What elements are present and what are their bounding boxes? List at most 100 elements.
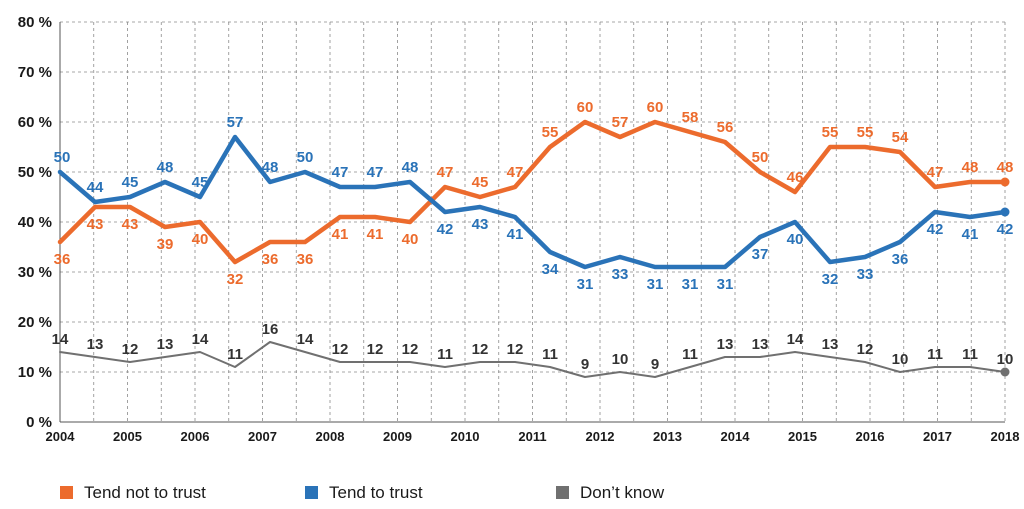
data-label: 44 bbox=[87, 179, 104, 196]
series-end-marker bbox=[1000, 367, 1010, 377]
data-label: 54 bbox=[892, 129, 909, 146]
data-label: 58 bbox=[682, 109, 699, 126]
data-label: 11 bbox=[542, 346, 558, 363]
data-label: 31 bbox=[717, 276, 734, 293]
data-label: 34 bbox=[542, 261, 559, 278]
x-tick-label: 2013 bbox=[653, 429, 682, 444]
data-label: 60 bbox=[647, 99, 664, 116]
data-label: 45 bbox=[192, 174, 209, 191]
data-label: 33 bbox=[857, 266, 874, 283]
data-label: 11 bbox=[437, 346, 453, 363]
x-tick-label: 2018 bbox=[991, 429, 1020, 444]
data-label: 60 bbox=[577, 99, 594, 116]
y-tick-label: 10 % bbox=[18, 364, 52, 381]
x-tick-label: 2004 bbox=[46, 429, 76, 444]
x-tick-label: 2005 bbox=[113, 429, 142, 444]
data-label: 31 bbox=[577, 276, 594, 293]
data-label: 42 bbox=[997, 221, 1014, 238]
data-label: 43 bbox=[472, 216, 489, 233]
data-label: 36 bbox=[297, 251, 314, 268]
data-label: 48 bbox=[402, 159, 419, 176]
x-tick-label: 2006 bbox=[181, 429, 210, 444]
data-label: 47 bbox=[332, 164, 349, 181]
y-tick-label: 0 % bbox=[26, 414, 52, 431]
data-label: 11 bbox=[227, 346, 243, 363]
data-label: 33 bbox=[612, 266, 629, 283]
data-label: 31 bbox=[647, 276, 664, 293]
data-label: 48 bbox=[157, 159, 174, 176]
data-label: 41 bbox=[332, 226, 349, 243]
data-label: 13 bbox=[87, 336, 104, 353]
data-labels: 36 50 14 43 44 13 43 45 12 39 48 13 40 45 14 32 57 11 36 48… bbox=[52, 99, 1014, 373]
data-label: 12 bbox=[122, 341, 139, 358]
data-label: 55 bbox=[822, 124, 839, 141]
data-label: 50 bbox=[752, 149, 769, 166]
x-tick-label: 2016 bbox=[856, 429, 885, 444]
data-label: 47 bbox=[507, 164, 524, 181]
data-label: 45 bbox=[122, 174, 139, 191]
data-label: 56 bbox=[717, 119, 734, 136]
data-label: 45 bbox=[472, 174, 489, 191]
data-label: 14 bbox=[192, 331, 209, 348]
series-end-marker bbox=[1000, 207, 1010, 217]
data-label: 57 bbox=[227, 114, 244, 131]
data-label: 42 bbox=[437, 221, 454, 238]
data-label: 48 bbox=[262, 159, 279, 176]
data-label: 11 bbox=[682, 346, 698, 363]
data-label: 50 bbox=[54, 149, 71, 166]
legend: Tend not to trust Tend to trust Don’t know bbox=[60, 483, 665, 502]
data-label: 47 bbox=[927, 164, 944, 181]
x-tick-label: 2015 bbox=[788, 429, 817, 444]
data-label: 48 bbox=[997, 159, 1014, 176]
data-label: 12 bbox=[332, 341, 349, 358]
data-label: 36 bbox=[54, 251, 71, 268]
data-label: 41 bbox=[962, 226, 979, 243]
legend-swatch bbox=[556, 486, 569, 499]
data-label: 55 bbox=[857, 124, 874, 141]
data-label: 13 bbox=[752, 336, 769, 353]
data-label: 32 bbox=[822, 271, 839, 288]
y-tick-label: 70 % bbox=[18, 64, 52, 81]
data-label: 11 bbox=[962, 346, 978, 363]
data-label: 32 bbox=[227, 271, 244, 288]
series-lines bbox=[57, 119, 1010, 378]
data-label: 9 bbox=[651, 356, 659, 373]
legend-label: Don’t know bbox=[580, 483, 665, 502]
legend-label: Tend not to trust bbox=[84, 483, 206, 502]
data-label: 12 bbox=[402, 341, 419, 358]
data-label: 50 bbox=[297, 149, 314, 166]
series-line bbox=[57, 134, 1008, 270]
data-label: 47 bbox=[367, 164, 384, 181]
data-label: 9 bbox=[581, 356, 589, 373]
data-label: 12 bbox=[367, 341, 384, 358]
y-tick-label: 30 % bbox=[18, 264, 52, 281]
x-tick-label: 2017 bbox=[923, 429, 952, 444]
y-tick-label: 20 % bbox=[18, 314, 52, 331]
data-label: 31 bbox=[682, 276, 699, 293]
data-label: 41 bbox=[507, 226, 524, 243]
x-tick-label: 2008 bbox=[316, 429, 345, 444]
data-label: 10 bbox=[892, 351, 909, 368]
data-label: 13 bbox=[157, 336, 174, 353]
data-label: 39 bbox=[157, 236, 174, 253]
y-tick-label: 50 % bbox=[18, 164, 52, 181]
legend-swatch bbox=[305, 486, 318, 499]
data-label: 11 bbox=[927, 346, 943, 363]
data-label: 36 bbox=[892, 251, 909, 268]
y-tick-label: 40 % bbox=[18, 214, 52, 231]
x-tick-label: 2009 bbox=[383, 429, 412, 444]
legend-label: Tend to trust bbox=[329, 483, 423, 502]
data-label: 57 bbox=[612, 114, 629, 131]
data-label: 13 bbox=[717, 336, 734, 353]
y-tick-label: 60 % bbox=[18, 114, 52, 131]
data-label: 48 bbox=[962, 159, 979, 176]
data-label: 14 bbox=[297, 331, 314, 348]
data-label: 40 bbox=[192, 231, 209, 248]
series-line bbox=[59, 341, 1006, 378]
y-tick-label: 80 % bbox=[18, 14, 52, 31]
data-label: 14 bbox=[52, 331, 69, 348]
legend-swatch bbox=[60, 486, 73, 499]
x-tick-label: 2014 bbox=[721, 429, 751, 444]
